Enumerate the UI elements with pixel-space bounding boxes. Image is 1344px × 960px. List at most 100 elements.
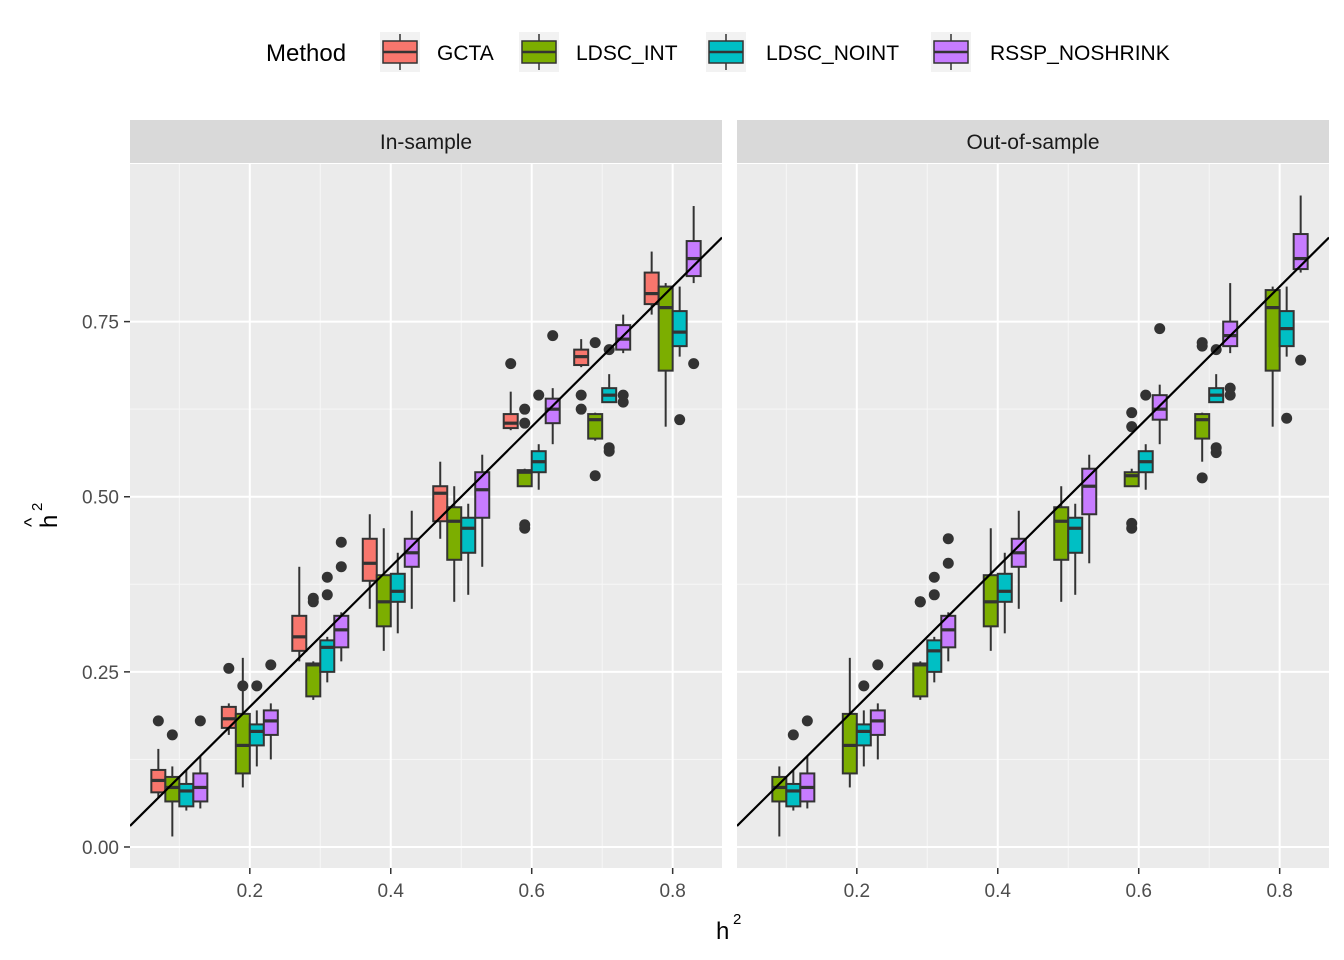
outlier-point bbox=[321, 571, 333, 583]
panel-in-sample: In-sample 0.2 0.4 0.6 0.8 0.00 0.25 0.50 0.75 bbox=[82, 120, 722, 902]
box-iqr bbox=[460, 516, 477, 554]
box-iqr bbox=[474, 471, 491, 519]
outlier-point bbox=[237, 680, 249, 692]
box-rssp-noshrink bbox=[940, 533, 957, 662]
panel-background bbox=[130, 164, 722, 868]
x-tick-label: 0.8 bbox=[1266, 881, 1292, 902]
panel-strip-title: Out-of-sample bbox=[966, 131, 1099, 154]
x-tick-label: 0.4 bbox=[378, 881, 405, 902]
box-iqr bbox=[446, 506, 463, 561]
box-iqr bbox=[319, 639, 336, 673]
box-rssp-noshrink bbox=[192, 715, 209, 809]
box-iqr bbox=[1151, 394, 1168, 421]
outlier-point bbox=[589, 470, 601, 482]
outlier-point bbox=[1210, 442, 1222, 454]
x-tick-label: 0.4 bbox=[985, 881, 1012, 902]
box-ldsc-int bbox=[841, 657, 858, 788]
outlier-point bbox=[335, 536, 347, 548]
y-tick-label: 0.25 bbox=[82, 663, 119, 684]
box-rssp-noshrink bbox=[1222, 283, 1239, 401]
outlier-point bbox=[1140, 389, 1152, 401]
y-axis-title-hat: ^ bbox=[21, 517, 43, 527]
box-iqr bbox=[248, 723, 265, 747]
outlier-point bbox=[787, 729, 799, 741]
outlier-point bbox=[251, 680, 263, 692]
box-ldsc-noint bbox=[319, 571, 336, 683]
box-ldsc-noint bbox=[530, 389, 547, 490]
outlier-point bbox=[519, 417, 531, 429]
box-iqr bbox=[869, 709, 886, 736]
box-iqr bbox=[502, 413, 519, 430]
outlier-point bbox=[928, 571, 940, 583]
box-ldsc-noint bbox=[1137, 389, 1154, 490]
series-rssp-noshrink bbox=[192, 206, 702, 809]
box-ldsc-int bbox=[657, 283, 674, 427]
y-tick-label: 0.50 bbox=[82, 488, 119, 509]
box-ldsc-noint bbox=[460, 503, 477, 595]
box-ldsc-int bbox=[1194, 337, 1211, 484]
legend-label: GCTA bbox=[437, 42, 494, 65]
box-rssp-noshrink bbox=[799, 715, 816, 809]
box-iqr bbox=[1222, 320, 1239, 348]
legend-item-ldsc-noint: LDSC_NOINT bbox=[706, 32, 899, 72]
outlier-point bbox=[335, 561, 347, 573]
legend-label: LDSC_INT bbox=[576, 42, 678, 65]
outlier-point bbox=[265, 659, 277, 671]
box-iqr bbox=[643, 271, 660, 306]
outlier-point bbox=[1295, 354, 1307, 366]
box-gcta bbox=[573, 339, 590, 415]
outlier-point bbox=[194, 715, 206, 727]
x-axis-title-superscript: 2 bbox=[733, 911, 741, 928]
outlier-point bbox=[801, 715, 813, 727]
box-rssp-noshrink bbox=[333, 536, 350, 662]
box-ldsc-noint bbox=[671, 286, 688, 426]
box-iqr bbox=[1292, 233, 1309, 271]
box-iqr bbox=[926, 639, 943, 673]
outlier-point bbox=[519, 519, 531, 531]
box-iqr bbox=[389, 572, 406, 603]
outlier-point bbox=[547, 330, 559, 342]
outlier-point bbox=[942, 557, 954, 569]
box-ldsc-noint bbox=[248, 680, 265, 767]
outlier-point bbox=[519, 403, 531, 415]
legend: Method GCTA LDSC_INT LDSC_NOINT RSSP_NOSHRI… bbox=[266, 32, 1170, 72]
outlier-point bbox=[533, 389, 545, 401]
y-tick-label: 0.00 bbox=[82, 838, 119, 859]
box-iqr bbox=[855, 723, 872, 747]
box-ldsc-int bbox=[912, 596, 929, 700]
box-iqr bbox=[178, 782, 195, 808]
outlier-point bbox=[617, 389, 629, 401]
box-ldsc-noint bbox=[389, 552, 406, 634]
outlier-point bbox=[1196, 340, 1208, 352]
outlier-point bbox=[1196, 472, 1208, 484]
legend-label: LDSC_NOINT bbox=[766, 42, 899, 65]
legend-item-ldsc-int: LDSC_INT bbox=[519, 32, 678, 72]
box-iqr bbox=[785, 782, 802, 808]
box-ldsc-noint bbox=[996, 552, 1013, 634]
box-rssp-noshrink bbox=[403, 510, 420, 609]
box-iqr bbox=[291, 614, 308, 652]
x-tick-label: 0.2 bbox=[844, 881, 870, 902]
box-iqr bbox=[587, 413, 604, 440]
outlier-point bbox=[872, 659, 884, 671]
box-iqr bbox=[361, 537, 378, 582]
box-gcta bbox=[150, 715, 167, 798]
outlier-point bbox=[152, 715, 164, 727]
box-iqr bbox=[996, 572, 1013, 603]
box-gcta bbox=[291, 566, 308, 662]
outlier-point bbox=[858, 680, 870, 692]
outlier-point bbox=[321, 589, 333, 601]
x-tick-label: 0.6 bbox=[1126, 881, 1152, 902]
outlier-point bbox=[928, 589, 940, 601]
outlier-point bbox=[1224, 382, 1236, 394]
panel-background bbox=[737, 164, 1329, 868]
legend-item-rssp-noshrink: RSSP_NOSHRINK bbox=[931, 32, 1170, 72]
outlier-point bbox=[688, 358, 700, 370]
box-iqr bbox=[671, 310, 688, 348]
x-tick-label: 0.6 bbox=[519, 881, 545, 902]
box-gcta bbox=[432, 461, 449, 539]
box-ldsc-int bbox=[516, 403, 533, 534]
box-ldsc-int bbox=[1123, 407, 1140, 534]
box-iqr bbox=[1053, 506, 1070, 561]
panels: In-sample 0.2 0.4 0.6 0.8 0.00 0.25 0.50 0.75 Out… bbox=[82, 120, 1329, 902]
